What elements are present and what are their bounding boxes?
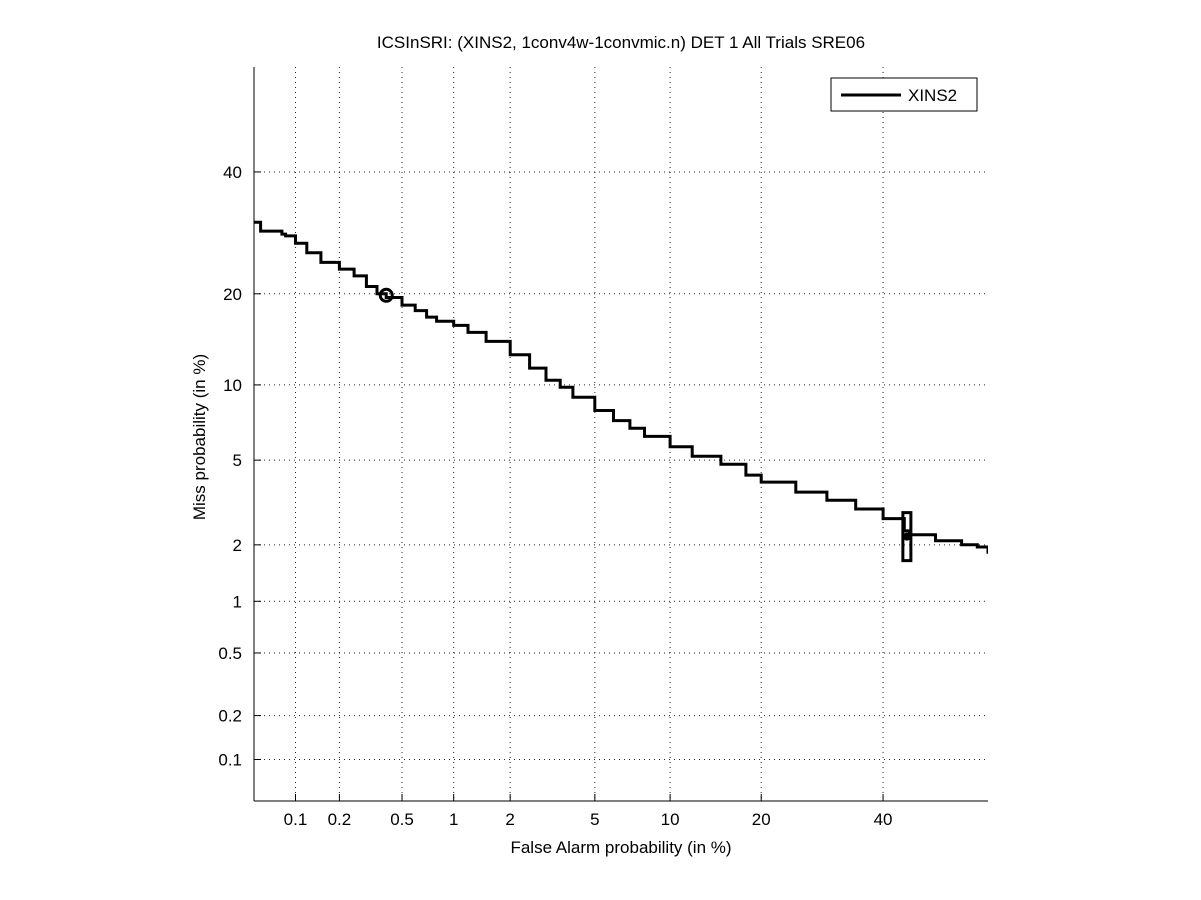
x-tick-label: 10 bbox=[661, 810, 680, 829]
y-tick-label: 1 bbox=[233, 592, 242, 611]
det-curve-xins2 bbox=[254, 220, 988, 554]
x-tick-label: 5 bbox=[590, 810, 599, 829]
y-tick-label: 0.2 bbox=[218, 707, 242, 726]
x-tick-label: 0.1 bbox=[284, 810, 308, 829]
y-tick-label: 40 bbox=[223, 163, 242, 182]
circle-marker bbox=[378, 287, 394, 303]
x-tick-label: 0.5 bbox=[390, 810, 414, 829]
x-tick-label: 2 bbox=[505, 810, 514, 829]
y-tick-label: 0.1 bbox=[218, 751, 242, 770]
box-marker-dot bbox=[902, 532, 911, 541]
y-tick-label: 5 bbox=[233, 451, 242, 470]
x-axis-label: False Alarm probability (in %) bbox=[510, 838, 732, 857]
y-tick-label: 2 bbox=[233, 536, 242, 555]
chart-title: ICSInSRI: (XINS2, 1conv4w-1convmic.n) DE… bbox=[376, 33, 866, 52]
y-tick-label: 10 bbox=[223, 376, 242, 395]
x-tick-label: 0.2 bbox=[328, 810, 352, 829]
y-tick-label: 20 bbox=[223, 285, 242, 304]
legend-label: XINS2 bbox=[908, 86, 957, 105]
x-tick-label: 40 bbox=[874, 810, 893, 829]
x-tick-label: 20 bbox=[752, 810, 771, 829]
y-tick-label: 0.5 bbox=[218, 644, 242, 663]
x-tick-label: 1 bbox=[449, 810, 458, 829]
